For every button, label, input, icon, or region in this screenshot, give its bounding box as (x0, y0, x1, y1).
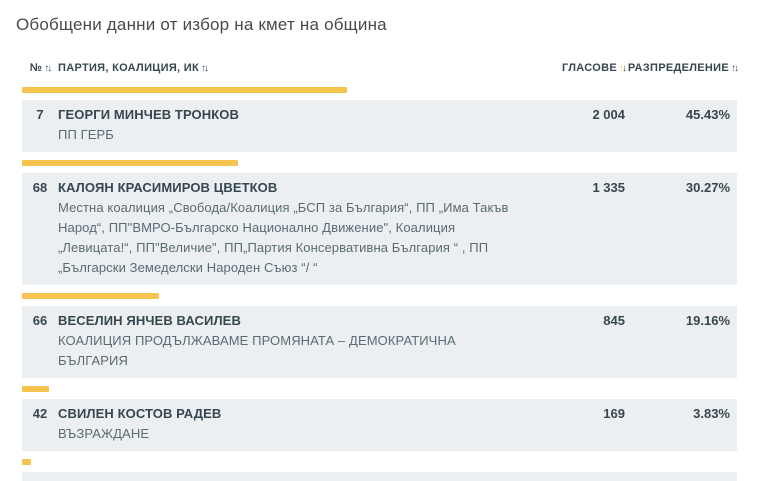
vote-share-bar-track (22, 293, 737, 299)
votes-count: 2 004 (592, 107, 625, 122)
candidate-cell: СВИЛЕН КОСТОВ РАДЕВ ВЪЗРАЖДАНЕ (58, 404, 529, 444)
header-votes-label: ГЛАСОВЕ (562, 62, 617, 74)
sort-icons-number[interactable]: ↑↓ (44, 63, 52, 74)
sort-icons-distribution[interactable]: ↑↓ (731, 63, 739, 74)
result-block: 68 КАЛОЯН КРАСИМИРОВ ЦВЕТКОВ Местна коал… (22, 160, 737, 285)
vote-percentage: 30.27% (685, 180, 730, 195)
candidate-name: СВИЛЕН КОСТОВ РАДЕВ (58, 406, 222, 421)
result-row: - Не подкрепям никого 58 1.31% (22, 472, 737, 481)
candidate-name: Не подкрепям никого (58, 476, 517, 481)
vote-share-bar (22, 160, 239, 166)
votes-count: 169 (603, 406, 625, 421)
candidate-name: ВЕСЕЛИН ЯНЧЕВ ВАСИЛЕВ (58, 313, 241, 328)
party-list: КОАЛИЦИЯ ПРОДЪЛЖАВАМЕ ПРОМЯНАТА – ДЕМОКР… (58, 333, 456, 368)
result-row: 66 ВЕСЕЛИН ЯНЧЕВ ВАСИЛЕВ КОАЛИЦИЯ ПРОДЪЛ… (22, 306, 737, 378)
candidate-number: 68 (32, 180, 48, 195)
sort-asc-icon: ↑ (731, 63, 736, 74)
vote-share-bar (22, 87, 347, 93)
header-number-label: № (29, 62, 43, 74)
table-header: № ↑↓ ПАРТИЯ, КОАЛИЦИЯ, ИК ↑↓ ГЛАСОВЕ ↑↓ РАЗ… (22, 36, 739, 87)
vote-percentage: 19.16% (685, 313, 730, 328)
vote-share-bar (22, 293, 159, 299)
votes-count: 1 335 (592, 180, 625, 195)
sort-desc-icon: ↓ (622, 63, 627, 74)
candidate-name: ГЕОРГИ МИНЧЕВ ТРОНКОВ (58, 107, 239, 122)
result-row: 68 КАЛОЯН КРАСИМИРОВ ЦВЕТКОВ Местна коал… (22, 173, 737, 285)
result-block: - Не подкрепям никого 58 1.31% (22, 459, 737, 481)
votes-count: 58 (529, 476, 625, 481)
sort-icons-party[interactable]: ↑↓ (200, 63, 209, 74)
vote-share-bar-track (22, 87, 737, 93)
sort-asc-icon: ↑ (44, 63, 49, 74)
sort-asc-icon: ↑ (619, 63, 624, 74)
vote-percentage: 1.31% (625, 476, 737, 481)
result-block: 7 ГЕОРГИ МИНЧЕВ ТРОНКОВ ПП ГЕРБ 2 004 45… (22, 87, 737, 152)
header-distribution[interactable]: РАЗПРЕДЕЛЕНИЕ ↑↓ (625, 62, 739, 74)
vote-share-bar (22, 459, 32, 465)
candidate-cell: ГЕОРГИ МИНЧЕВ ТРОНКОВ ПП ГЕРБ (58, 105, 529, 145)
header-number[interactable]: № ↑↓ (22, 62, 58, 74)
candidate-cell: КАЛОЯН КРАСИМИРОВ ЦВЕТКОВ Местна коалици… (58, 178, 529, 278)
header-votes[interactable]: ГЛАСОВЕ ↑↓ (529, 62, 627, 74)
header-party-label: ПАРТИЯ, КОАЛИЦИЯ, ИК (58, 62, 199, 74)
sort-icons-votes[interactable]: ↑↓ (619, 63, 627, 74)
party-list: ПП ГЕРБ (58, 127, 114, 142)
vote-share-bar-track (22, 160, 737, 166)
result-block: 66 ВЕСЕЛИН ЯНЧЕВ ВАСИЛЕВ КОАЛИЦИЯ ПРОДЪЛ… (22, 293, 737, 378)
header-distribution-label: РАЗПРЕДЕЛЕНИЕ (627, 62, 729, 74)
vote-share-bar (22, 386, 50, 392)
page-title: Обобщени данни от избор на кмет на общин… (16, 15, 387, 34)
sort-asc-icon: ↑ (200, 63, 206, 74)
vote-percentage: 45.43% (685, 107, 730, 122)
result-block: 42 СВИЛЕН КОСТОВ РАДЕВ ВЪЗРАЖДАНЕ 169 3.… (22, 386, 737, 451)
table-body: 7 ГЕОРГИ МИНЧЕВ ТРОНКОВ ПП ГЕРБ 2 004 45… (22, 87, 737, 481)
party-list: ВЪЗРАЖДАНЕ (58, 426, 150, 441)
results-table: № ↑↓ ПАРТИЯ, КОАЛИЦИЯ, ИК ↑↓ ГЛАСОВЕ ↑↓ РАЗ… (22, 36, 739, 481)
sort-desc-icon: ↓ (47, 63, 52, 74)
votes-count: 845 (603, 313, 625, 328)
result-row: 42 СВИЛЕН КОСТОВ РАДЕВ ВЪЗРАЖДАНЕ 169 3.… (22, 399, 737, 451)
result-row: 7 ГЕОРГИ МИНЧЕВ ТРОНКОВ ПП ГЕРБ 2 004 45… (22, 100, 737, 152)
header-party[interactable]: ПАРТИЯ, КОАЛИЦИЯ, ИК ↑↓ (58, 62, 529, 74)
candidate-number: 66 (32, 313, 48, 328)
sort-desc-icon: ↓ (203, 63, 209, 74)
vote-share-bar-track (22, 386, 737, 392)
candidate-number: 42 (32, 406, 48, 421)
candidate-number: 7 (36, 107, 44, 122)
sort-desc-icon: ↓ (734, 63, 739, 74)
vote-percentage: 3.83% (693, 406, 730, 421)
vote-share-bar-track (22, 459, 737, 465)
candidate-cell: ВЕСЕЛИН ЯНЧЕВ ВАСИЛЕВ КОАЛИЦИЯ ПРОДЪЛЖАВ… (58, 311, 529, 371)
candidate-name: КАЛОЯН КРАСИМИРОВ ЦВЕТКОВ (58, 180, 278, 195)
candidate-cell: Не подкрепям никого (58, 476, 529, 481)
candidate-number: - (22, 476, 58, 481)
party-list: Местна коалиция „Свобода/Коалиция „БСП з… (58, 200, 509, 275)
